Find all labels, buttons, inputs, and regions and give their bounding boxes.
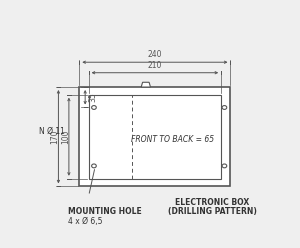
Text: 35: 35	[88, 93, 97, 102]
Text: FRONT TO BACK = 65: FRONT TO BACK = 65	[130, 135, 214, 144]
Bar	[79, 87, 230, 186]
Polygon shape	[141, 82, 151, 87]
Text: N Ø 11: N Ø 11	[39, 127, 64, 136]
Circle shape	[222, 106, 227, 109]
Text: 4 x Ø 6,5: 4 x Ø 6,5	[68, 217, 102, 226]
Circle shape	[222, 164, 227, 168]
Circle shape	[92, 164, 96, 168]
Text: 210: 210	[148, 61, 162, 70]
Text: ELECTRONIC BOX: ELECTRONIC BOX	[175, 198, 250, 207]
Circle shape	[92, 106, 96, 109]
Text: (DRILLING PATTERN): (DRILLING PATTERN)	[168, 207, 257, 216]
Text: MOUNTING HOLE: MOUNTING HOLE	[68, 207, 142, 216]
Text: 100: 100	[61, 129, 70, 144]
Bar	[89, 95, 221, 179]
Text: 170: 170	[50, 129, 59, 144]
Text: 240: 240	[148, 50, 162, 59]
